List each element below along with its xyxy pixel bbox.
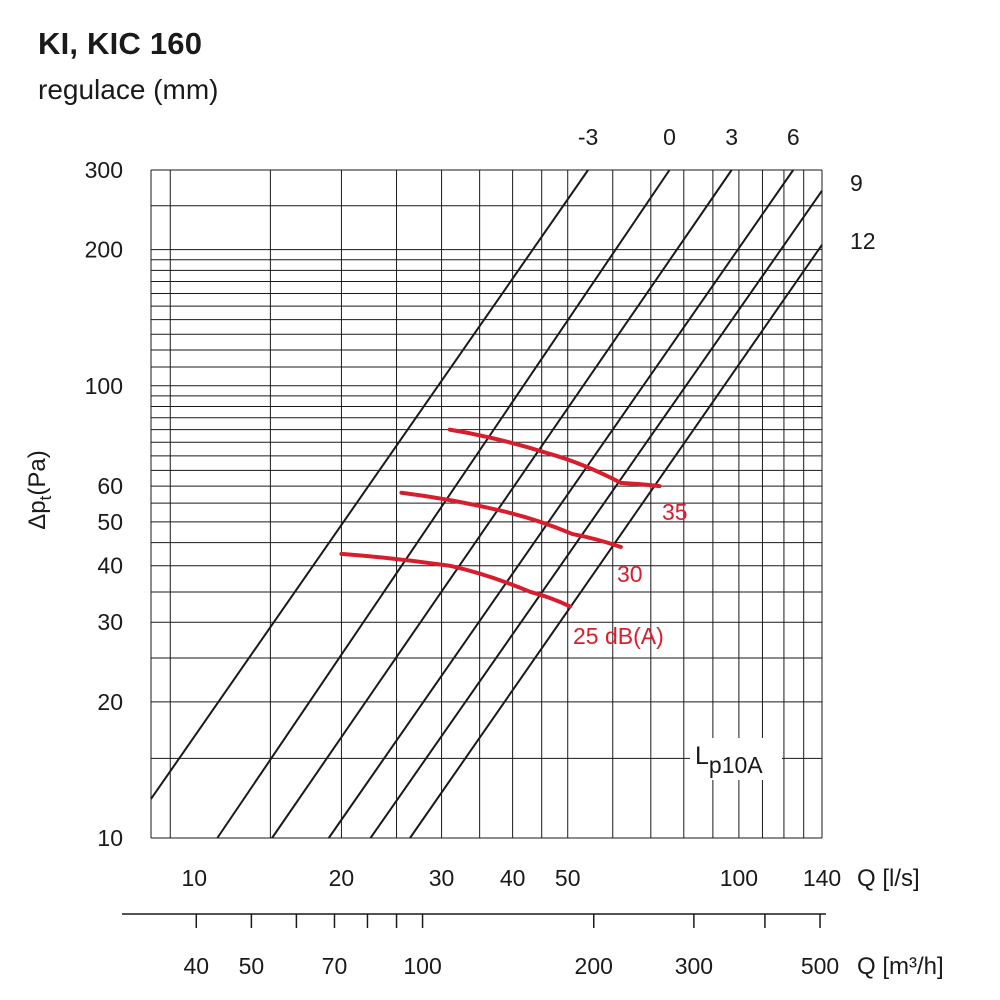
setting-label: 6 bbox=[787, 124, 800, 150]
x-tick-label: 100 bbox=[720, 865, 758, 891]
x-tick-label: 10 bbox=[181, 865, 207, 891]
x-tick-label: 20 bbox=[329, 865, 355, 891]
setting-label: 3 bbox=[725, 124, 738, 150]
x-tick-label: 30 bbox=[429, 865, 455, 891]
y-tick-label: 300 bbox=[85, 157, 123, 183]
noise-curve-label: 25 dB(A) bbox=[573, 623, 664, 649]
y-axis-label-part: t bbox=[36, 495, 55, 500]
x-tick-label: 50 bbox=[555, 865, 581, 891]
setting-line-0 bbox=[216, 169, 671, 839]
x2-tick-label: 200 bbox=[575, 953, 613, 979]
x-axis-label: Q [l/s] bbox=[857, 865, 920, 892]
chart-title: KI, KIC 160 bbox=[38, 26, 203, 61]
y-axis-label-part: (Pa) bbox=[24, 450, 51, 495]
setting-line-12 bbox=[409, 244, 823, 839]
y-tick-label: 100 bbox=[85, 373, 123, 399]
noise-label-bg bbox=[690, 738, 782, 780]
x-tick-label: 40 bbox=[500, 865, 526, 891]
x2-tick-label: 70 bbox=[322, 953, 348, 979]
x2-tick-label: 40 bbox=[183, 953, 209, 979]
y-tick-label: 40 bbox=[97, 553, 123, 579]
setting-line-6 bbox=[327, 169, 795, 839]
x2-tick-label: 100 bbox=[403, 953, 441, 979]
setting-label: 12 bbox=[850, 228, 876, 254]
y-axis-label: Δpt(Pa) bbox=[24, 450, 55, 529]
y-tick-label: 60 bbox=[97, 473, 123, 499]
y-tick-label: 200 bbox=[85, 237, 123, 263]
chart-subtitle: regulace (mm) bbox=[38, 74, 219, 105]
setting-line-3 bbox=[271, 169, 733, 839]
y-tick-label: 10 bbox=[97, 825, 123, 851]
setting-line--3 bbox=[150, 169, 589, 800]
setting-line-9 bbox=[369, 190, 823, 839]
x-tick-label: 140 bbox=[803, 865, 841, 891]
noise-curve-3 bbox=[339, 551, 573, 609]
x2-tick-label: 50 bbox=[239, 953, 265, 979]
noise-curve-label: 30 bbox=[617, 561, 643, 587]
setting-label: -3 bbox=[578, 124, 598, 150]
noise-curve-label: 35 bbox=[662, 499, 688, 525]
y-tick-label: 20 bbox=[97, 689, 123, 715]
y-tick-label: 30 bbox=[97, 609, 123, 635]
noise-label-prefix: L bbox=[695, 742, 709, 770]
noise-label: Lp10A bbox=[695, 742, 763, 778]
y-tick-label: 50 bbox=[97, 509, 123, 535]
noise-curve-1 bbox=[447, 427, 662, 489]
x2-axis-label: Q [m³/h] bbox=[857, 953, 944, 980]
noise-curve-2 bbox=[399, 490, 623, 550]
noise-label-sub: p10A bbox=[709, 752, 763, 778]
x2-tick-label: 300 bbox=[675, 953, 713, 979]
setting-label: 9 bbox=[850, 170, 863, 196]
setting-label: 0 bbox=[663, 124, 676, 150]
y-axis-label-part: Δp bbox=[24, 500, 51, 529]
x2-tick-label: 500 bbox=[801, 953, 839, 979]
